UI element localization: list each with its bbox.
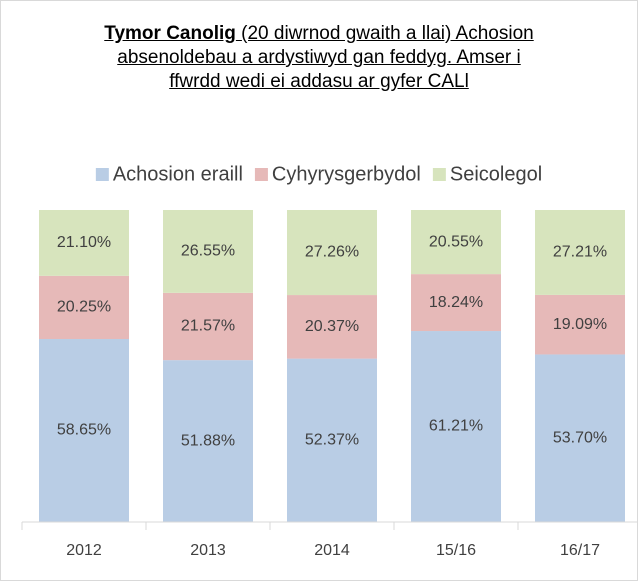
legend-swatch — [95, 168, 109, 181]
bar-segment — [411, 274, 501, 332]
bar-segment — [287, 210, 377, 296]
title-bold: Tymor Canolig — [104, 23, 236, 44]
bar-segment — [39, 275, 129, 340]
x-tick-label: 2012 — [66, 542, 102, 559]
data-label: 20.37% — [305, 318, 359, 335]
data-label: 61.21% — [429, 418, 483, 435]
data-label: 19.09% — [553, 316, 607, 333]
x-tick-label: 2013 — [190, 542, 226, 559]
legend-label: Seicolegol — [450, 163, 542, 185]
x-tick-label: 2014 — [314, 542, 350, 559]
bar-segment — [163, 360, 253, 522]
bar-segment — [411, 210, 501, 275]
bar-segment — [163, 292, 253, 361]
data-label: 21.10% — [57, 234, 111, 251]
data-label: 20.25% — [57, 299, 111, 316]
title-text: (20 diwrnod gwaith a llai) Achosion abse… — [117, 23, 534, 92]
legend: Achosion eraill Cyhyrysgerbydol Seicolegol — [95, 163, 542, 185]
legend-label: Achosion eraill — [113, 163, 243, 185]
bar-segment — [287, 295, 377, 359]
data-label: 18.24% — [429, 294, 483, 311]
data-label: 27.21% — [553, 244, 607, 261]
legend-swatch — [432, 168, 446, 181]
bar-segment — [163, 210, 253, 293]
x-tick-label: 16/17 — [560, 542, 600, 559]
bar-segment — [535, 354, 625, 522]
data-label: 52.37% — [305, 432, 359, 449]
data-label: 58.65% — [57, 422, 111, 439]
data-label: 51.88% — [181, 432, 235, 449]
legend-swatch — [254, 168, 268, 181]
data-label: 26.55% — [181, 243, 235, 260]
chart-title: Tymor Canolig (20 diwrnod gwaith a llai)… — [90, 22, 548, 94]
bar-segment — [287, 358, 377, 522]
data-label: 53.70% — [553, 429, 607, 446]
bar-segment — [411, 331, 501, 522]
legend-label: Cyhyrysgerbydol — [272, 163, 421, 185]
data-label: 20.55% — [429, 233, 483, 250]
bar-segment — [535, 210, 625, 295]
x-tick-label: 15/16 — [436, 542, 476, 559]
bar-segment — [39, 210, 129, 276]
bar-segment — [39, 339, 129, 522]
data-label: 27.26% — [305, 244, 359, 261]
data-label: 21.57% — [181, 318, 235, 335]
bar-segment — [535, 294, 625, 355]
